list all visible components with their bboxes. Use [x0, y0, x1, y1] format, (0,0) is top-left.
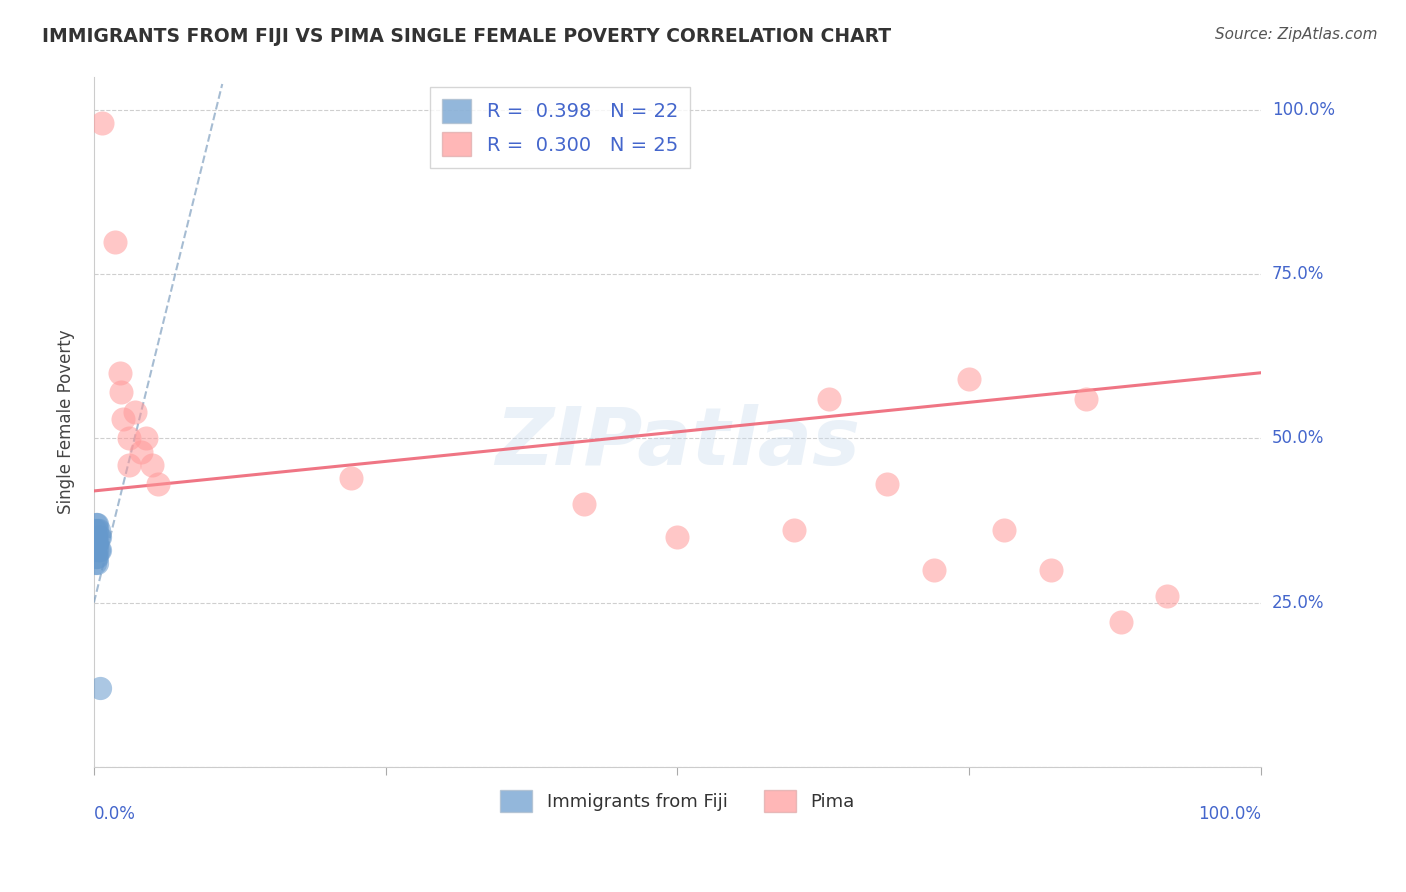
Point	[112, 411, 135, 425]
Point	[86, 556, 108, 570]
Point	[141, 458, 163, 472]
Point	[91, 116, 114, 130]
Point	[666, 530, 689, 544]
Text: 100.0%: 100.0%	[1198, 805, 1261, 823]
Point	[84, 556, 107, 570]
Point	[129, 444, 152, 458]
Point	[86, 536, 108, 550]
Point	[89, 530, 111, 544]
Point	[84, 530, 107, 544]
Point	[108, 366, 131, 380]
Point	[86, 524, 108, 538]
Point	[86, 530, 108, 544]
Point	[87, 524, 110, 538]
Point	[135, 432, 157, 446]
Point	[104, 235, 127, 249]
Point	[818, 392, 841, 406]
Point	[84, 549, 107, 564]
Point	[87, 543, 110, 558]
Legend: Immigrants from Fiji, Pima: Immigrants from Fiji, Pima	[492, 783, 862, 820]
Point	[84, 536, 107, 550]
Point	[87, 530, 110, 544]
Text: 100.0%: 100.0%	[1272, 102, 1334, 120]
Point	[572, 497, 595, 511]
Point	[86, 549, 108, 564]
Point	[1074, 392, 1097, 406]
Point	[89, 543, 111, 558]
Point	[1039, 563, 1062, 577]
Point	[89, 681, 111, 695]
Text: 25.0%: 25.0%	[1272, 593, 1324, 612]
Y-axis label: Single Female Poverty: Single Female Poverty	[58, 330, 75, 515]
Point	[86, 516, 108, 531]
Text: 50.0%: 50.0%	[1272, 429, 1324, 448]
Point	[84, 524, 107, 538]
Point	[783, 524, 806, 538]
Point	[110, 385, 132, 400]
Point	[1156, 589, 1178, 603]
Text: ZIPatlas: ZIPatlas	[495, 404, 860, 482]
Point	[339, 471, 361, 485]
Text: Source: ZipAtlas.com: Source: ZipAtlas.com	[1215, 27, 1378, 42]
Text: 75.0%: 75.0%	[1272, 265, 1324, 284]
Point	[86, 543, 108, 558]
Point	[876, 477, 898, 491]
Point	[993, 524, 1015, 538]
Text: IMMIGRANTS FROM FIJI VS PIMA SINGLE FEMALE POVERTY CORRELATION CHART: IMMIGRANTS FROM FIJI VS PIMA SINGLE FEMA…	[42, 27, 891, 45]
Text: 0.0%: 0.0%	[94, 805, 136, 823]
Point	[957, 372, 980, 386]
Point	[84, 543, 107, 558]
Point	[1109, 615, 1132, 630]
Point	[84, 543, 107, 558]
Point	[84, 516, 107, 531]
Point	[118, 458, 141, 472]
Point	[84, 536, 107, 550]
Point	[118, 432, 141, 446]
Point	[922, 563, 945, 577]
Point	[124, 405, 146, 419]
Point	[146, 477, 169, 491]
